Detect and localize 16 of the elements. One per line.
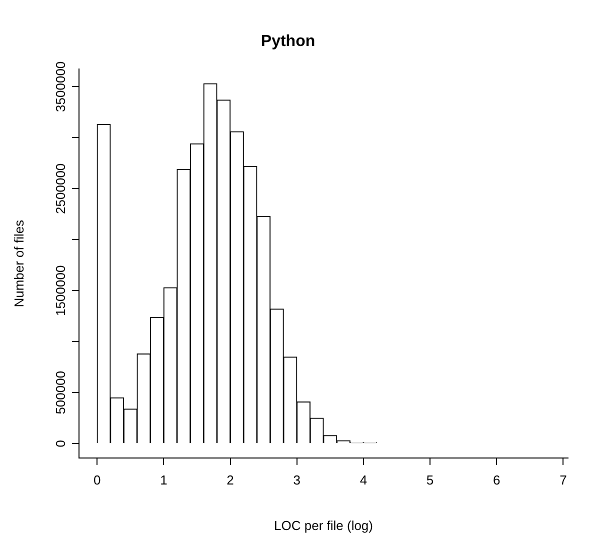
y-tick-label: 3500000 bbox=[53, 61, 68, 112]
x-tick-label: 4 bbox=[360, 472, 368, 488]
x-tick-label: 2 bbox=[226, 472, 234, 488]
x-tick-label: 1 bbox=[160, 472, 168, 488]
y-tick-label: 0 bbox=[53, 440, 68, 448]
chart-title: Python bbox=[260, 33, 316, 50]
x-axis-title: LOC per file (log) bbox=[274, 518, 373, 533]
x-tick-label: 5 bbox=[426, 472, 434, 488]
y-tick-label: 500000 bbox=[53, 370, 68, 414]
y-axis-title: Number of files bbox=[11, 219, 26, 308]
x-tick-label: 7 bbox=[560, 472, 567, 488]
y-tick-label: 2500000 bbox=[53, 163, 68, 214]
y-tick-label: 1500000 bbox=[53, 265, 68, 316]
x-tick-label: 3 bbox=[293, 472, 300, 488]
x-tick-label: 6 bbox=[493, 472, 500, 488]
x-tick-label: 0 bbox=[93, 472, 101, 488]
